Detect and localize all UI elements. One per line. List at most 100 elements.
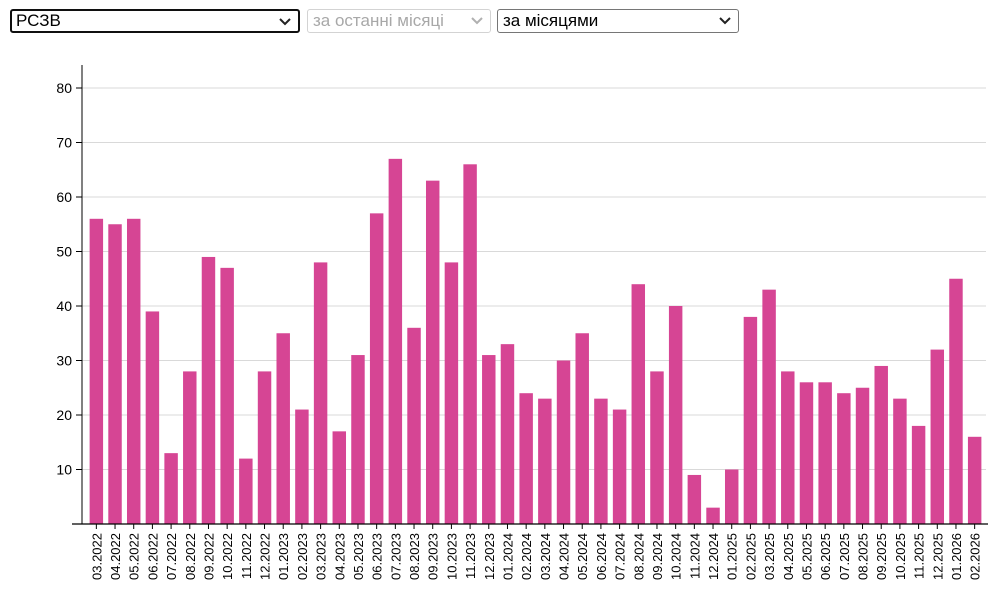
- x-tick-label: 07.2022: [164, 533, 179, 580]
- y-tick-label: 50: [56, 244, 72, 260]
- bar: [762, 289, 776, 524]
- bar: [743, 316, 758, 524]
- chevron-down-icon: [279, 18, 291, 26]
- x-tick-label: 04.2025: [781, 533, 796, 580]
- x-tick-label: 02.2023: [295, 533, 310, 580]
- bar: [239, 458, 253, 524]
- x-tick-label: 05.2023: [351, 533, 366, 580]
- bar: [313, 262, 328, 524]
- bar: [257, 371, 272, 524]
- bar: [874, 365, 888, 524]
- period-select-value: за останні місяці: [313, 11, 444, 30]
- bar: [519, 393, 533, 524]
- x-tick-label: 10.2024: [669, 533, 684, 580]
- x-tick-label: 04.2024: [557, 533, 572, 580]
- aggregation-select-value: за місяцями: [503, 11, 599, 30]
- x-tick-label: 02.2026: [968, 533, 983, 580]
- bar: [108, 224, 122, 524]
- x-tick-label: 02.2025: [743, 533, 758, 580]
- bar: [482, 355, 496, 524]
- bar: [556, 360, 571, 524]
- bar: [388, 158, 403, 524]
- bar: [893, 398, 907, 524]
- y-tick-label: 70: [56, 135, 72, 151]
- bar: [407, 327, 421, 524]
- bar: [538, 398, 552, 524]
- bar: [575, 333, 589, 524]
- x-tick-label: 01.2026: [949, 533, 964, 580]
- bar: [295, 409, 309, 524]
- bar: [444, 262, 459, 524]
- bars: [89, 158, 982, 525]
- bar: [687, 474, 702, 524]
- y-tick-label: 20: [56, 407, 72, 423]
- bar: [706, 507, 720, 524]
- bar: [911, 425, 926, 524]
- x-tick-label: 11.2022: [239, 533, 254, 579]
- bar: [631, 284, 646, 524]
- x-tick-label: 06.2024: [594, 533, 609, 580]
- x-tick-label: 09.2025: [874, 533, 889, 580]
- x-tick-label: 11.2025: [912, 533, 927, 579]
- x-tick-label: 10.2025: [893, 533, 908, 580]
- bar: [183, 371, 197, 524]
- x-tick-label: 08.2022: [183, 533, 198, 580]
- x-tick-label: 10.2022: [220, 533, 235, 580]
- region-select-value: РСЗВ: [16, 11, 61, 30]
- bar: [500, 344, 515, 524]
- chevron-down-icon: [719, 17, 731, 25]
- bar: [145, 311, 160, 524]
- bar: [781, 371, 795, 524]
- x-tick-label: 08.2023: [407, 533, 422, 580]
- region-select[interactable]: РСЗВ: [10, 9, 300, 33]
- bar: [799, 382, 814, 524]
- x-tick-label: 05.2024: [575, 533, 590, 580]
- bar: [425, 180, 440, 524]
- x-tick-label: 04.2022: [108, 533, 123, 580]
- chart-container: 10 20 30 40 50 60 70 80 03.2022 04.2022 05.2022 06.…: [0, 40, 989, 600]
- y-tick-label: 80: [56, 80, 72, 96]
- aggregation-select[interactable]: за місяцями: [497, 9, 739, 33]
- x-tick-label: 12.2022: [258, 533, 273, 580]
- y-tick-label: 40: [56, 298, 72, 314]
- x-tick-label: 12.2025: [930, 533, 945, 580]
- x-tick-label: 03.2024: [538, 533, 553, 580]
- bar: [369, 213, 384, 524]
- x-tick-label: 10.2023: [444, 533, 459, 580]
- x-tick-label: 05.2025: [799, 533, 814, 580]
- bar: [855, 387, 870, 524]
- bar: [837, 393, 851, 524]
- chevron-down-icon: [471, 17, 483, 25]
- bar: [276, 333, 290, 524]
- x-tick-label: 12.2023: [482, 533, 497, 580]
- x-tick-label: 07.2023: [388, 533, 403, 580]
- y-tick-label: 30: [56, 353, 72, 369]
- x-tick-label: 09.2023: [426, 533, 441, 580]
- bar: [650, 371, 664, 524]
- x-tick-label: 11.2024: [687, 533, 702, 579]
- x-tick-label: 01.2025: [725, 533, 740, 580]
- bar: [332, 431, 347, 524]
- bar: [668, 306, 683, 524]
- x-tick-label: 12.2024: [706, 533, 721, 580]
- y-tick-label: 10: [56, 462, 72, 478]
- y-tick-label: 60: [56, 189, 72, 205]
- bar: [594, 398, 608, 524]
- x-tick-label: 07.2024: [613, 533, 628, 580]
- x-tick-label: 06.2023: [370, 533, 385, 580]
- x-tick-label: 08.2025: [856, 533, 871, 580]
- x-tick-label: 03.2025: [762, 533, 777, 580]
- x-tick-label: 07.2025: [837, 533, 852, 580]
- x-tick-label: 01.2023: [276, 533, 291, 580]
- x-tick-label: 09.2024: [650, 533, 665, 580]
- bar: [220, 267, 234, 524]
- period-select: за останні місяці: [307, 9, 491, 33]
- bar: [463, 164, 477, 525]
- bar: [818, 382, 832, 524]
- x-tick-label: 02.2024: [519, 533, 534, 580]
- x-tick-label: 03.2023: [314, 533, 329, 580]
- bar: [612, 409, 627, 524]
- bar: [930, 349, 945, 524]
